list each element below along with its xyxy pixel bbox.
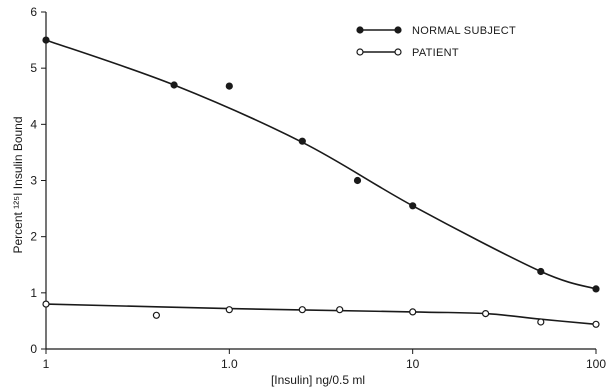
- data-point-normal-subject: [298, 137, 306, 145]
- x-tick-label: 1.0: [221, 357, 238, 371]
- y-tick-label: 0: [30, 342, 37, 356]
- data-point-patient: [336, 306, 344, 314]
- data-point-patient: [225, 306, 233, 314]
- y-tick-label: 5: [30, 61, 37, 75]
- legend-marker: [394, 48, 402, 56]
- y-tick-label: 1: [30, 286, 37, 300]
- x-tick-label: 100: [586, 357, 606, 371]
- data-point-normal-subject: [409, 202, 417, 210]
- legend-marker: [356, 48, 364, 56]
- series-line-patient: [45, 303, 597, 326]
- data-point-patient: [409, 308, 417, 316]
- legend-marker: [394, 26, 402, 34]
- data-point-normal-subject: [170, 81, 178, 89]
- y-tick-label: 4: [30, 117, 37, 131]
- legend: NORMAL SUBJECT PATIENT: [356, 25, 516, 59]
- legend-item-normal-subject: NORMAL SUBJECT: [356, 25, 516, 37]
- data-point-patient: [482, 310, 490, 318]
- legend-label: NORMAL SUBJECT: [412, 25, 516, 37]
- series-layer: [42, 36, 600, 328]
- y-tick-label: 3: [30, 174, 37, 188]
- data-point-patient: [537, 318, 545, 326]
- y-tick-label: 2: [30, 230, 37, 244]
- series-line-normal-subject: [45, 39, 597, 290]
- data-point-patient: [42, 300, 50, 308]
- data-point-patient: [298, 306, 306, 314]
- series-patient: [42, 300, 600, 328]
- x-tick-label: 1: [43, 357, 50, 371]
- data-point-normal-subject: [592, 285, 600, 293]
- legend-marker: [356, 26, 364, 34]
- y-tick-label: 6: [30, 5, 37, 19]
- data-point-normal-subject: [225, 82, 233, 90]
- x-tick-label: 10: [406, 357, 420, 371]
- legend-item-patient: PATIENT: [356, 47, 459, 59]
- data-point-patient: [592, 320, 600, 328]
- y-axis-title: Percent ¹²⁵I Insulin Bound: [11, 116, 25, 253]
- data-point-normal-subject: [353, 176, 362, 185]
- data-point-normal-subject: [42, 36, 50, 44]
- data-point-patient: [152, 311, 160, 319]
- series-normal-subject: [42, 36, 600, 293]
- data-point-normal-subject: [537, 267, 545, 276]
- x-axis-title: [Insulin] ng/0.5 ml: [271, 373, 365, 387]
- legend-label: PATIENT: [412, 47, 459, 59]
